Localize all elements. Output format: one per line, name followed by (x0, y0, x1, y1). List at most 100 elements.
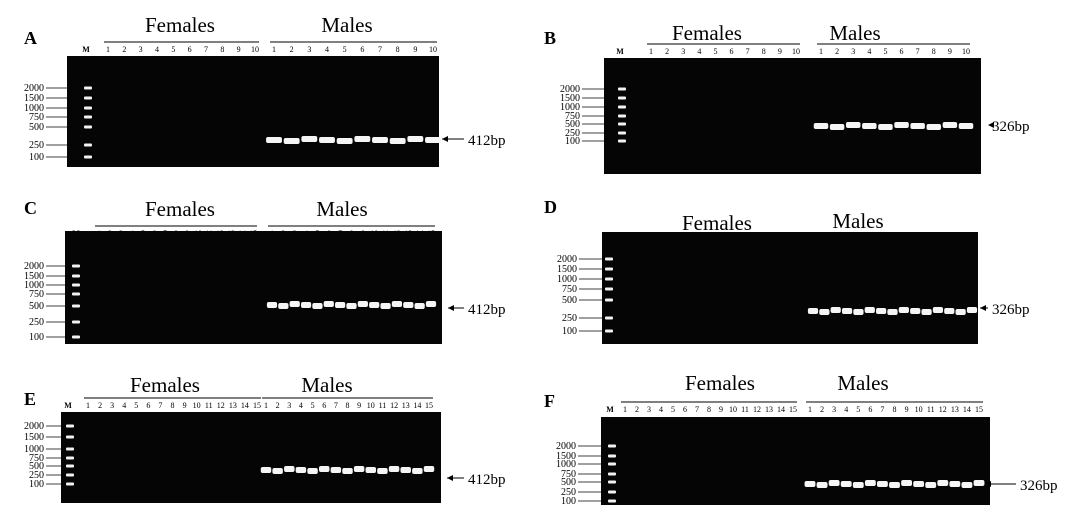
lane-number: 7 (695, 405, 699, 414)
lane-number: 14 (413, 401, 421, 410)
lane-number: 3 (647, 405, 651, 414)
product-band (318, 466, 330, 472)
product-band (353, 466, 365, 472)
ladder-size-label: 250 (29, 317, 44, 328)
gel-image (61, 412, 441, 503)
product-band (377, 468, 388, 474)
lane-number: 5 (311, 401, 315, 410)
lane-number: 4 (299, 401, 303, 410)
lane-number: 1 (808, 405, 812, 414)
ladder-size-label: 750 (29, 112, 44, 123)
lane-number: 5 (713, 47, 717, 56)
lane-number: 13 (402, 401, 410, 410)
product-band (864, 307, 875, 313)
product-band (937, 480, 949, 486)
ladder-size-label: 750 (561, 469, 576, 480)
females-label: Females (682, 211, 752, 235)
ladder-band (605, 257, 613, 261)
lane-number: 11 (927, 405, 935, 414)
gel-image (604, 58, 981, 174)
ladder-size-label: 100 (562, 326, 577, 337)
lane-number: 12 (753, 405, 761, 414)
lane-number: 6 (683, 405, 687, 414)
lane-number: 5 (343, 45, 347, 54)
lane-number: 4 (325, 45, 329, 54)
product-band (307, 468, 318, 474)
arrow-head-icon (447, 475, 453, 481)
product-band (346, 303, 357, 309)
panel-letter: E (24, 389, 36, 409)
ladder-size-label: 750 (29, 289, 44, 300)
product-band (878, 124, 893, 130)
ladder-band (72, 335, 80, 339)
product-band (813, 123, 829, 129)
product-band (862, 123, 877, 129)
lane-number: 4 (697, 47, 701, 56)
product-band (380, 303, 391, 309)
ladder-size-label: 500 (561, 477, 576, 488)
lane-number: 9 (413, 45, 417, 54)
lane-number: 8 (220, 45, 224, 54)
product-band (816, 482, 828, 488)
ladder-band (66, 435, 74, 439)
product-band (423, 466, 435, 472)
product-band (804, 481, 816, 487)
ladder-size-label: 1500 (24, 271, 44, 282)
product-band (925, 482, 937, 488)
product-size-label: 326bp (992, 302, 1030, 318)
product-band (425, 301, 437, 307)
lane-number: 6 (146, 401, 150, 410)
product-band (260, 467, 272, 473)
lane-number: 2 (98, 401, 102, 410)
product-band (407, 136, 424, 142)
ladder-band (618, 139, 626, 143)
product-band (336, 138, 353, 144)
panel-letter: F (544, 391, 555, 411)
product-band (272, 468, 283, 474)
product-band (845, 122, 861, 128)
product-band (926, 124, 942, 130)
ladder-size-label: 250 (29, 470, 44, 481)
ladder-band (72, 283, 80, 287)
lane-number: 10 (367, 401, 375, 410)
ladder-band (72, 320, 80, 324)
lane-number: 6 (322, 401, 326, 410)
ladder-band (66, 456, 74, 460)
lane-number: 5 (883, 47, 887, 56)
arrow-head-icon (988, 122, 994, 128)
lane-number: 7 (746, 47, 750, 56)
ladder-band (84, 106, 92, 110)
product-band (921, 309, 932, 315)
lane-number: 10 (251, 45, 259, 54)
ladder-size-label: 1000 (557, 274, 577, 285)
lane-number: 7 (378, 45, 382, 54)
lane-number: 1 (86, 401, 90, 410)
ladder-size-label: 750 (29, 453, 44, 464)
product-band (961, 482, 973, 488)
product-band (412, 468, 423, 474)
gel-image (67, 56, 439, 167)
product-band (901, 480, 913, 486)
ladder-size-label: 1500 (557, 264, 577, 275)
product-band (913, 481, 925, 487)
lane-number: 10 (429, 45, 437, 54)
ladder-band (66, 424, 74, 428)
ladder-size-label: 100 (565, 136, 580, 147)
ladder-band (605, 287, 613, 291)
ladder-size-label: 1000 (556, 459, 576, 470)
product-band (958, 123, 974, 129)
product-band (278, 303, 289, 309)
ladder-band (84, 96, 92, 100)
product-band (301, 136, 318, 142)
ladder-band (608, 444, 616, 448)
ladder-lane-label: M (82, 45, 90, 54)
product-band (876, 481, 888, 487)
gel-panel-c: CFemalesMalesM11223344556677889910101111… (24, 197, 506, 344)
panel-letter: C (24, 198, 37, 218)
lane-number: 12 (390, 401, 398, 410)
lane-number: 15 (975, 405, 983, 414)
lane-number: 9 (719, 405, 723, 414)
ladder-band (608, 472, 616, 476)
lane-number: 3 (287, 401, 291, 410)
